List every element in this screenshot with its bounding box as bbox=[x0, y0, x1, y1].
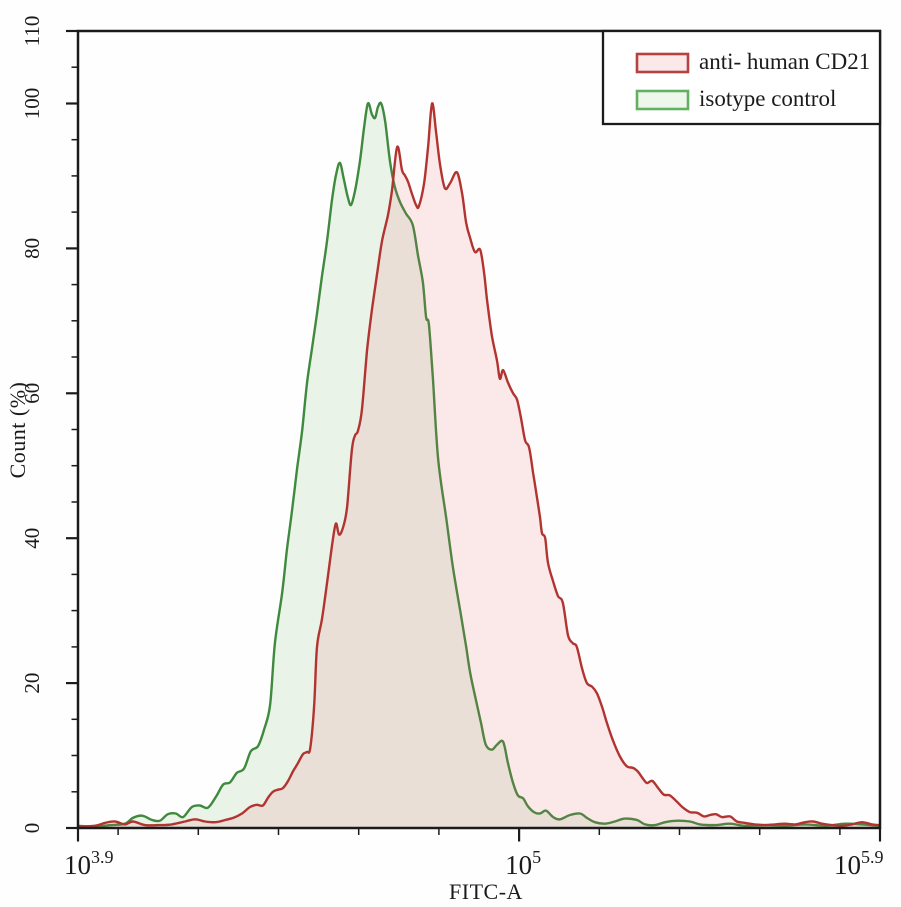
y-tick-label: 100 bbox=[20, 88, 44, 120]
x-tick-label: 103.9 bbox=[64, 847, 114, 880]
y-tick-label: 110 bbox=[20, 16, 44, 47]
legend-label-isotype-control: isotype control bbox=[699, 85, 837, 111]
legend-swatch-isotype-control bbox=[635, 89, 690, 111]
y-tick-label: 0 bbox=[20, 823, 44, 834]
curve-isotype-control bbox=[78, 101, 880, 828]
y-axis-title: Count (%) bbox=[5, 381, 30, 479]
legend-swatch-anti-human-cd21 bbox=[635, 52, 690, 74]
curve-isotype-control-fill bbox=[78, 102, 880, 828]
legend-label-anti-human-cd21: anti- human CD21 bbox=[699, 48, 871, 74]
y-tick-label: 60 bbox=[20, 383, 44, 404]
x-tick-label: 105 bbox=[505, 847, 541, 880]
curve-anti-human-cd21-fill bbox=[78, 103, 880, 828]
y-tick-label: 40 bbox=[20, 528, 44, 549]
curve-anti-human-cd21 bbox=[78, 102, 880, 828]
y-tick-label: 20 bbox=[20, 673, 44, 694]
x-tick-label: 105.9 bbox=[834, 847, 884, 880]
x-axis-title: FITC-A bbox=[449, 879, 523, 904]
y-tick-label: 80 bbox=[20, 238, 44, 259]
